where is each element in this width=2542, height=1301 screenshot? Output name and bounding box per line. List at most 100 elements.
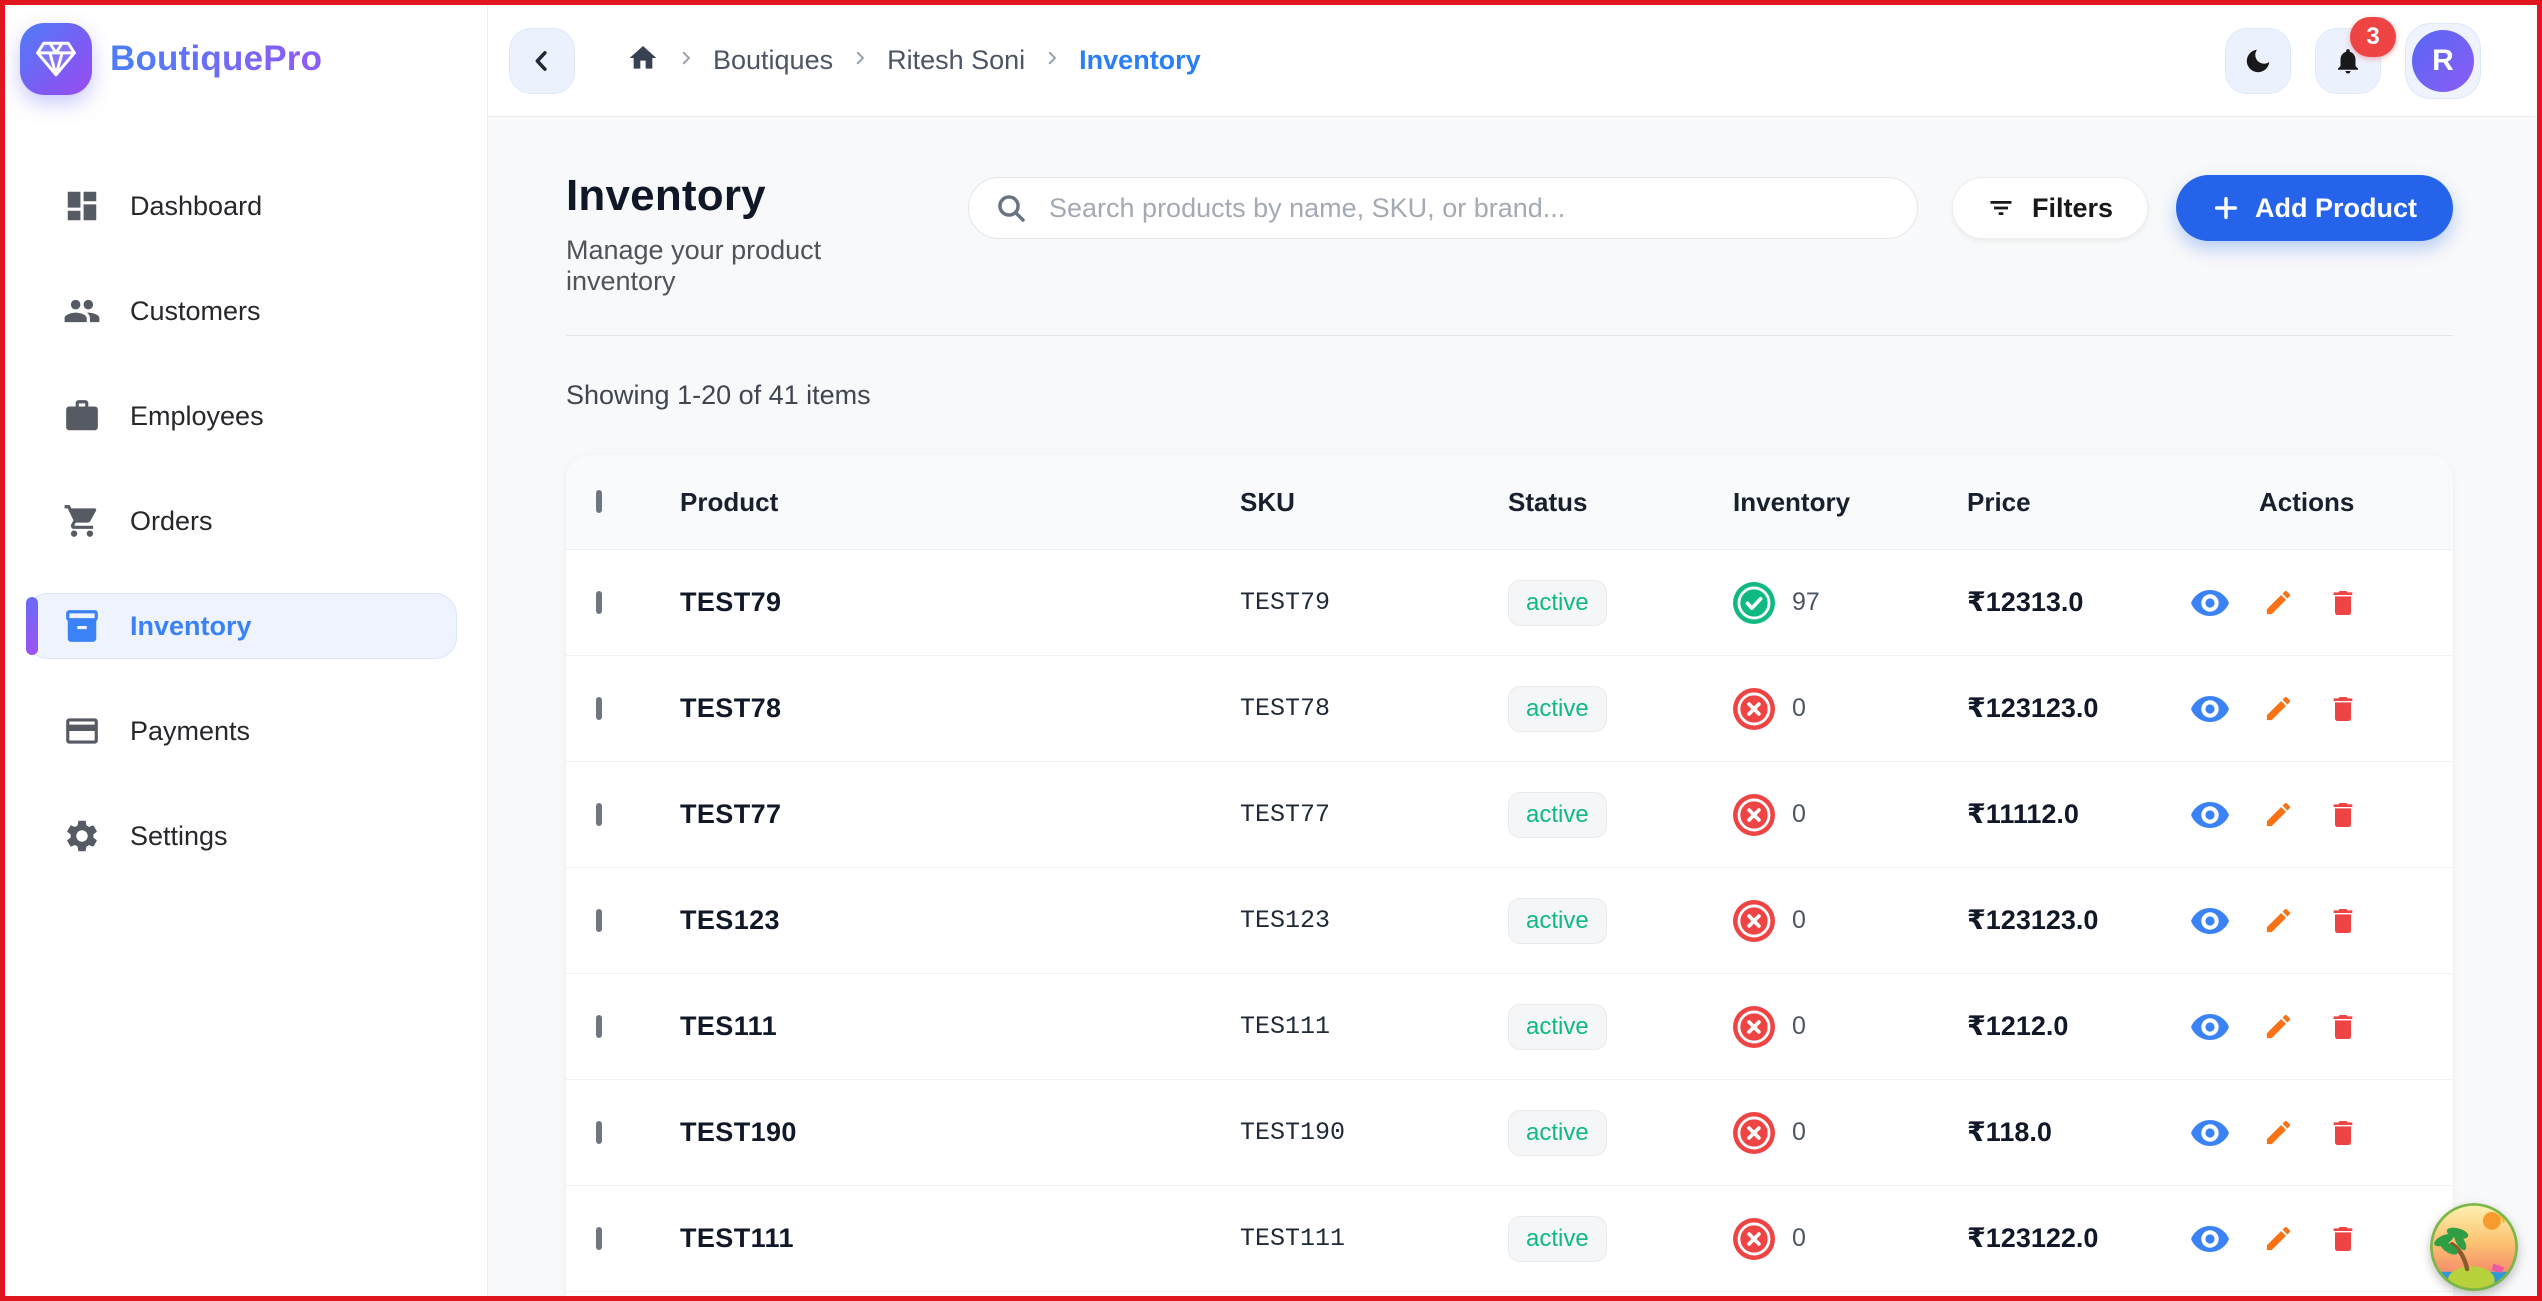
showing-count: Showing 1-20 of 41 items — [566, 380, 871, 410]
out-of-stock-icon — [1733, 687, 1775, 730]
row-checkbox[interactable] — [596, 908, 602, 932]
view-button[interactable] — [2190, 1224, 2230, 1254]
view-button[interactable] — [2190, 588, 2230, 618]
sidebar-item-employees[interactable]: Employees — [26, 383, 457, 449]
page-title: Inventory — [566, 171, 766, 220]
row-actions — [2190, 1223, 2452, 1255]
moon-icon — [2246, 49, 2270, 72]
breadcrumb-item[interactable]: Boutiques — [713, 45, 834, 75]
notification-badge: 3 — [2350, 16, 2396, 57]
inventory-count: 97 — [1792, 588, 1820, 616]
table-row: TES111 TES111 active 0 ₹1212.0 — [566, 974, 2453, 1080]
sidebar-item-orders[interactable]: Orders — [26, 488, 457, 554]
inventory-count: 0 — [1792, 800, 1806, 828]
edit-button[interactable] — [2263, 905, 2294, 936]
view-button[interactable] — [2190, 1012, 2230, 1042]
row-checkbox[interactable] — [596, 1014, 602, 1038]
orders-icon — [63, 502, 101, 540]
pencil-icon — [2266, 802, 2291, 827]
view-button[interactable] — [2190, 800, 2230, 830]
edit-button[interactable] — [2263, 1011, 2294, 1042]
page-subtitle: Manage your product inventory — [566, 235, 822, 296]
view-button[interactable] — [2190, 906, 2230, 936]
edit-button[interactable] — [2263, 693, 2294, 724]
notifications-button[interactable]: 3 — [2315, 16, 2396, 94]
edit-button[interactable] — [2263, 1223, 2294, 1254]
row-actions — [2190, 693, 2452, 725]
inventory-cell: 0 — [1733, 899, 1967, 942]
inventory-cell: 0 — [1733, 1111, 1967, 1154]
trash-icon — [2333, 1014, 2353, 1039]
column-header-price: Price — [1967, 486, 2031, 517]
status-badge: active — [1508, 685, 1607, 732]
trash-icon — [2333, 1120, 2353, 1145]
edit-button[interactable] — [2263, 799, 2294, 830]
chevron-right-icon — [677, 49, 695, 72]
delete-button[interactable] — [2327, 905, 2359, 937]
sidebar-item-payments[interactable]: Payments — [26, 698, 457, 764]
inventory-count: 0 — [1792, 1012, 1806, 1040]
delete-button[interactable] — [2327, 693, 2359, 725]
row-checkbox[interactable] — [596, 696, 602, 720]
edit-button[interactable] — [2263, 587, 2294, 618]
breadcrumb: Boutiques Ritesh Soni Inventory — [627, 42, 1201, 79]
inventory-count: 0 — [1792, 1118, 1806, 1146]
delete-button[interactable] — [2327, 1223, 2359, 1255]
table-row: TES123 TES123 active 0 ₹123123.0 — [566, 868, 2453, 974]
row-checkbox[interactable] — [596, 1120, 602, 1144]
row-actions — [2190, 799, 2452, 831]
pencil-icon — [2266, 908, 2291, 933]
back-button[interactable] — [509, 27, 575, 94]
product-price: ₹123123.0 — [1967, 693, 2099, 723]
topbar: Boutiques Ritesh Soni Inventory — [488, 5, 2537, 117]
divider — [566, 335, 2453, 336]
breadcrumb-item[interactable]: Ritesh Soni — [887, 45, 1026, 75]
filters-button[interactable]: Filters — [1951, 177, 2148, 239]
table-row: TEST79 TEST79 active 97 ₹12313.0 — [566, 550, 2453, 656]
delete-button[interactable] — [2327, 587, 2359, 619]
breadcrumb-item[interactable]: Inventory — [1079, 45, 1201, 75]
avatar-button[interactable]: R — [2405, 22, 2481, 99]
home-icon[interactable] — [627, 42, 659, 79]
row-checkbox[interactable] — [596, 1226, 602, 1250]
product-price: ₹118.0 — [1967, 1117, 2052, 1147]
add-product-button[interactable]: Add Product — [2176, 175, 2453, 241]
trash-icon — [2333, 1226, 2353, 1251]
select-all-checkbox[interactable] — [596, 490, 602, 513]
view-button[interactable] — [2190, 694, 2230, 724]
product-sku: TEST190 — [1240, 1118, 1346, 1147]
sidebar-item-settings[interactable]: Settings — [26, 803, 457, 869]
sidebar-item-customers[interactable]: Customers — [26, 278, 457, 344]
search-input[interactable] — [1049, 192, 1891, 224]
inventory-count: 0 — [1792, 694, 1806, 722]
employees-icon — [63, 397, 101, 435]
chevron-left-icon — [535, 50, 547, 71]
in-stock-icon — [1733, 581, 1775, 624]
sidebar-item-inventory[interactable]: Inventory — [26, 593, 457, 659]
delete-button[interactable] — [2327, 799, 2359, 831]
delete-button[interactable] — [2327, 1011, 2359, 1043]
product-name: TEST77 — [680, 799, 782, 829]
view-button[interactable] — [2190, 1118, 2230, 1148]
eye-icon — [2191, 1119, 2229, 1146]
product-price: ₹1212.0 — [1967, 1011, 2069, 1041]
theme-toggle-button[interactable] — [2225, 27, 2291, 94]
trash-icon — [2333, 590, 2353, 615]
sidebar-item-dashboard[interactable]: Dashboard — [26, 173, 457, 239]
product-sku: TEST111 — [1240, 1224, 1346, 1253]
product-name: TEST78 — [680, 693, 782, 723]
product-sku: TES111 — [1240, 1012, 1331, 1041]
out-of-stock-icon — [1733, 793, 1775, 836]
payments-icon — [63, 712, 101, 750]
column-header-actions: Actions — [2259, 486, 2355, 517]
delete-button[interactable] — [2327, 1117, 2359, 1149]
row-checkbox[interactable] — [596, 802, 602, 826]
chevron-right-icon — [851, 49, 869, 72]
filter-icon — [1990, 201, 2012, 215]
brand: BoutiquePro — [5, 5, 487, 95]
row-checkbox[interactable] — [596, 590, 602, 614]
sidebar-nav: Dashboard Customers Employees Orders Inv… — [5, 173, 487, 908]
out-of-stock-icon — [1733, 1217, 1775, 1260]
edit-button[interactable] — [2263, 1117, 2294, 1148]
